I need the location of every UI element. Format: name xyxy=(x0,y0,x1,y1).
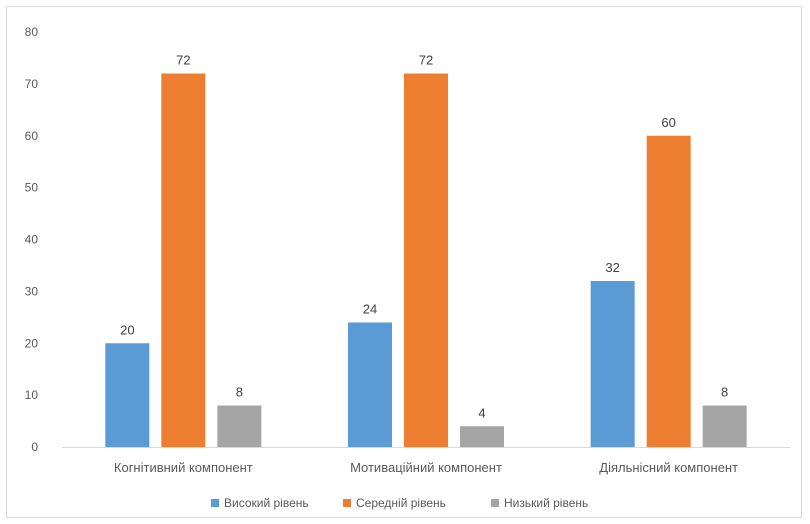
y-tick-label: 30 xyxy=(25,284,39,298)
category-label: Мотиваційний компонент xyxy=(350,460,502,475)
bars xyxy=(105,73,747,447)
y-tick-label: 70 xyxy=(25,77,39,91)
data-label: 32 xyxy=(605,260,619,275)
bar-3-2 xyxy=(460,426,504,447)
legend-swatch xyxy=(343,499,351,507)
bar-1-1 xyxy=(105,343,150,447)
bar-1-3 xyxy=(590,281,635,447)
category-label: Діяльнісний компонент xyxy=(599,460,738,475)
data-label: 24 xyxy=(363,302,377,317)
legend-label: Високий рівень xyxy=(224,496,309,510)
y-tick-label: 40 xyxy=(25,233,39,247)
data-label: 60 xyxy=(661,115,675,130)
y-tick-label: 80 xyxy=(25,25,39,39)
y-tick-label: 60 xyxy=(25,129,39,143)
bar-3-3 xyxy=(702,405,747,447)
data-label: 20 xyxy=(120,322,134,337)
y-tick-label: 0 xyxy=(31,440,38,454)
data-labels: 20 72 8 24 72 4 32 60 8 xyxy=(120,53,728,421)
legend-swatch xyxy=(211,499,219,507)
y-tick-label: 50 xyxy=(25,181,39,195)
legend: Високий рівень Середній рівень Низький рів… xyxy=(211,496,588,510)
data-label: 8 xyxy=(236,385,243,400)
data-label: 4 xyxy=(478,405,485,420)
bar-1-2 xyxy=(348,322,392,447)
bar-3-1 xyxy=(217,405,262,447)
bar-2-1 xyxy=(161,73,206,447)
legend-label: Середній рівень xyxy=(356,496,446,510)
category-label: Когнітивний компонент xyxy=(114,460,253,475)
data-label: 72 xyxy=(176,53,190,68)
data-label: 72 xyxy=(419,53,433,68)
bar-2-2 xyxy=(404,73,448,447)
legend-label: Низький рівень xyxy=(504,496,588,510)
legend-swatch xyxy=(491,499,499,507)
y-tick-label: 20 xyxy=(25,336,39,350)
y-tick-label: 10 xyxy=(25,388,39,402)
category-labels: Когнітивний компонент Мотиваційний компон… xyxy=(114,460,738,475)
data-label: 8 xyxy=(721,385,728,400)
y-axis-ticks: 0 10 20 30 40 50 60 70 80 xyxy=(25,25,39,454)
bar-2-3 xyxy=(646,135,691,447)
